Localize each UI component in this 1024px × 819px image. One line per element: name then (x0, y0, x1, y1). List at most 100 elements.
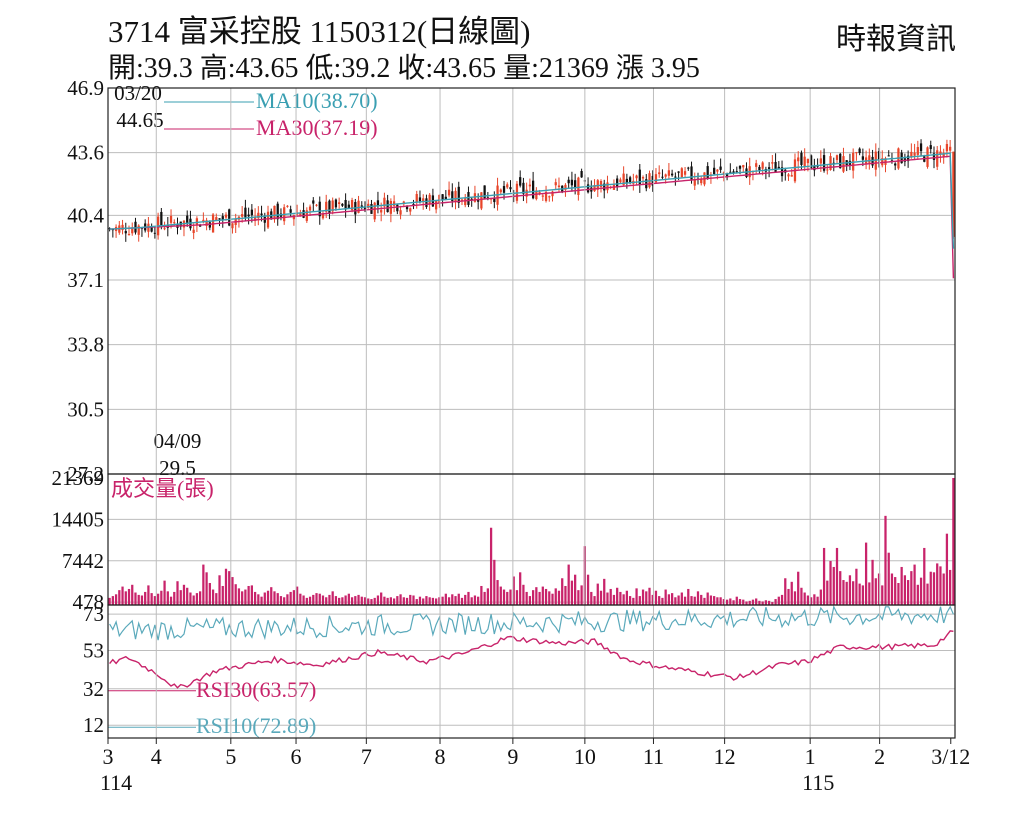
volume-bar (438, 597, 441, 605)
volume-bar (554, 588, 557, 605)
price-candle (800, 152, 803, 165)
volume-bar (153, 596, 157, 605)
price-candle (266, 211, 270, 228)
price-candle (244, 207, 247, 218)
price-candle (574, 180, 577, 189)
x-month-label: 11 (643, 744, 664, 769)
price-candle (415, 194, 418, 203)
volume-bar (522, 584, 525, 605)
volume-bar (693, 596, 696, 605)
volume-bar (447, 597, 451, 605)
volume-bar (441, 596, 444, 605)
price-candle (344, 199, 347, 210)
x-month-label: 9 (507, 744, 518, 769)
volume-bar (357, 594, 360, 605)
price-candle (683, 171, 687, 175)
price-tick-label: 33.8 (67, 333, 104, 357)
volume-bar (127, 588, 131, 605)
volume-bar (179, 590, 182, 605)
x-year-label: 115 (802, 770, 834, 795)
volume-bar (816, 596, 819, 605)
price-candle (428, 194, 431, 205)
volume-panel: 21369 14405 7442 478 成交量(張) (52, 466, 955, 614)
price-candle (522, 182, 525, 194)
volume-bar (771, 602, 774, 605)
price-candle (722, 172, 725, 174)
price-candle (250, 209, 253, 216)
volume-bar (871, 559, 874, 605)
volume-bar (499, 586, 502, 605)
price-candle (670, 173, 674, 176)
x-month-label: 4 (151, 744, 162, 769)
volume-bar (622, 594, 625, 605)
volume-bar (350, 597, 354, 605)
price-candle (493, 197, 496, 203)
price-candle (777, 166, 780, 169)
volume-bar (467, 591, 470, 605)
volume-bar (719, 597, 722, 605)
price-candle (939, 151, 942, 155)
volume-bar (706, 592, 709, 605)
volume-bar (208, 583, 211, 605)
price-candle (868, 155, 871, 163)
price-tick-label: 37.1 (67, 268, 104, 292)
volume-bar (486, 588, 489, 605)
volume-bar (163, 580, 166, 605)
volume-bar (609, 588, 612, 605)
volume-bar (906, 580, 910, 605)
price-candle (286, 205, 289, 207)
volume-bar (386, 597, 389, 605)
volume-bar (703, 597, 706, 605)
volume-bar (709, 595, 713, 605)
volume-bar (674, 597, 677, 605)
volume-bar (428, 597, 431, 605)
price-candle (839, 153, 842, 169)
price-candle (919, 143, 923, 152)
price-candle (299, 213, 302, 217)
volume-bar (205, 572, 208, 605)
volume-bar (412, 595, 415, 605)
price-candle (457, 186, 460, 203)
volume-bar (544, 588, 548, 605)
price-candle (625, 178, 628, 184)
volume-bar (137, 594, 140, 605)
volume-bar (745, 601, 748, 605)
volume-bar (131, 584, 134, 605)
price-candle (719, 166, 722, 170)
trough-price-label: 29.5 (159, 456, 196, 480)
price-candle (519, 177, 522, 186)
volume-tick-label: 7442 (62, 549, 104, 573)
price-candle (363, 206, 367, 211)
volume-bar (725, 599, 729, 605)
volume-bar (305, 597, 308, 605)
price-candle (855, 152, 858, 154)
volume-bar (118, 590, 121, 605)
price-candle (150, 227, 153, 232)
price-candle (221, 216, 224, 220)
x-month-label: 7 (361, 744, 372, 769)
price-candle (467, 192, 470, 205)
price-candle (554, 182, 557, 186)
volume-bar (308, 596, 312, 605)
volume-bar (341, 597, 344, 605)
price-candle (593, 185, 596, 192)
price-candle (622, 173, 625, 186)
rsi30-line (109, 630, 954, 689)
price-candle (910, 151, 913, 157)
volume-bar (169, 596, 173, 605)
volume-bar (561, 578, 564, 605)
volume-bar (735, 596, 738, 605)
rsi-tick-label: 32 (83, 677, 104, 701)
volume-bar (945, 533, 949, 605)
price-candle (502, 186, 506, 193)
volume-bar (263, 592, 266, 605)
volume-bar (923, 547, 926, 605)
price-candle (422, 198, 425, 203)
price-candle (509, 187, 512, 190)
price-candle (826, 169, 829, 171)
price-candle (664, 174, 667, 177)
price-frame (107, 87, 956, 475)
price-candle (842, 156, 845, 172)
